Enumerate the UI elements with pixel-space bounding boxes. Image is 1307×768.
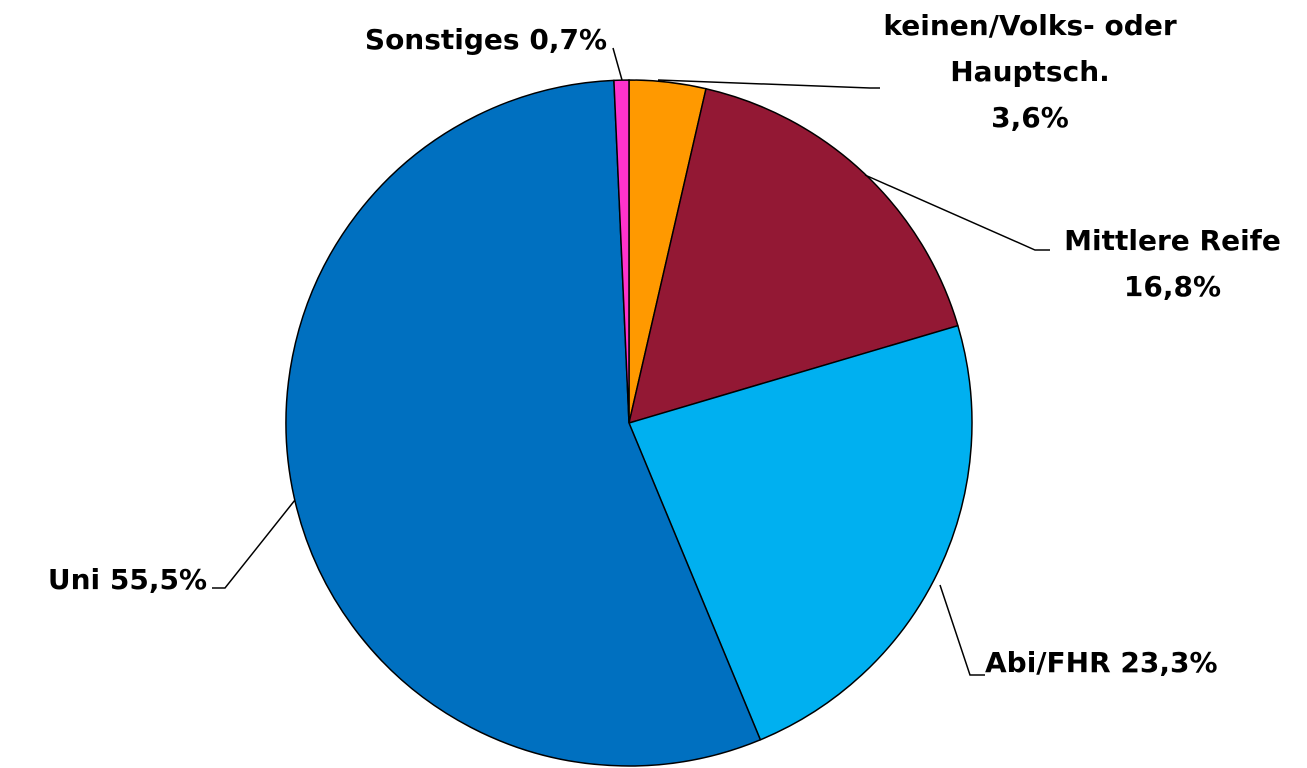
leader-line — [612, 47, 623, 81]
pie-slice — [285, 79, 762, 767]
value-label: 3,6% — [991, 101, 1069, 134]
leader-line — [657, 79, 880, 89]
leader-line — [212, 499, 296, 589]
pie-slice — [627, 87, 959, 425]
slice-label: keinen/Volks- oder Hauptsch. 3,6% — [880, 3, 1180, 141]
leader-line — [864, 174, 1050, 251]
leader-line — [939, 584, 985, 676]
slice-label: Sonstiges 0,7% — [270, 17, 607, 63]
value-label: 16,8% — [1123, 270, 1222, 303]
slice-label: Abi/FHR 23,3% — [985, 640, 1305, 686]
category-label: Uni — [47, 563, 101, 596]
slice-label: Uni 55,5% — [0, 557, 207, 603]
category-label: Sonstiges — [364, 23, 520, 56]
pie-slice — [627, 324, 973, 741]
value-label: 23,3% — [1120, 646, 1218, 679]
category-label: Mittlere Reife — [1064, 224, 1281, 257]
value-label: 55,5% — [109, 563, 207, 596]
slice-label: Mittlere Reife 16,8% — [1040, 218, 1305, 310]
category-label: keinen/Volks- oder Hauptsch. — [883, 9, 1177, 88]
value-label: 0,7% — [529, 23, 607, 56]
category-label: Abi/FHR — [985, 646, 1111, 679]
